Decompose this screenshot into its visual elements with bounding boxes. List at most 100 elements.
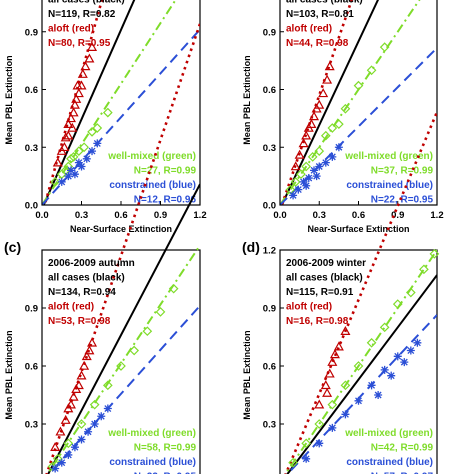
annotation-line: aloft (red)	[48, 24, 94, 35]
point-aloft	[76, 370, 87, 380]
annotation-line: N=80, R=0.95	[48, 38, 111, 49]
point-constrained	[57, 177, 66, 186]
point-aloft	[71, 93, 82, 103]
y-tick-label: 0.6	[263, 362, 276, 373]
x-tick-label: 0.0	[35, 210, 48, 221]
point-constrained	[328, 423, 337, 432]
fit-line-mixed	[42, 0, 177, 205]
point-aloft	[79, 360, 90, 370]
point-aloft	[318, 88, 329, 98]
point-aloft	[320, 380, 331, 390]
point-mixed	[340, 103, 351, 114]
point-constrained	[380, 365, 389, 374]
point-constrained	[354, 396, 363, 405]
point-mixed	[116, 361, 126, 371]
point-mixed	[405, 287, 416, 298]
point-mixed	[89, 399, 100, 410]
annotation-line: N=23, R=0.95	[134, 472, 197, 474]
y-axis-label: Mean PBL Extinction	[4, 330, 14, 419]
point-aloft	[290, 161, 301, 171]
point-mixed	[290, 177, 301, 187]
annotation-line: N=16, R=0.98	[286, 316, 349, 327]
point-constrained	[321, 158, 330, 167]
point-aloft	[324, 368, 335, 378]
point-constrained	[51, 464, 60, 473]
point-constrained	[77, 162, 86, 171]
point-constrained	[70, 443, 79, 452]
point-constrained	[88, 147, 97, 156]
x-tick-label: 0.0	[273, 210, 286, 221]
point-constrained	[90, 420, 99, 428]
point-constrained	[84, 427, 93, 436]
point-mixed	[288, 457, 298, 468]
point-aloft	[308, 111, 320, 121]
x-axis-label: Near-Surface Extinction	[307, 224, 409, 234]
point-aloft	[73, 380, 84, 390]
point-mixed	[379, 322, 390, 333]
point-aloft	[306, 118, 317, 128]
point-aloft	[311, 103, 322, 113]
point-mixed	[379, 42, 390, 52]
point-constrained	[294, 185, 303, 194]
panel-label: (c)	[4, 239, 21, 255]
point-mixed	[87, 127, 97, 137]
point-aloft	[298, 138, 309, 148]
annotation-line: N=37, R=0.99	[371, 166, 434, 177]
x-tick-label: 0.9	[154, 210, 167, 221]
point-aloft	[77, 68, 88, 78]
point-aloft	[87, 337, 98, 347]
point-constrained	[64, 172, 73, 181]
annotation-line: all cases (black)	[48, 0, 125, 6]
point-mixed	[92, 123, 103, 133]
point-aloft	[80, 61, 91, 71]
point-constrained	[289, 191, 298, 200]
point-constrained	[328, 152, 337, 161]
y-tick-label: 0.9	[25, 304, 38, 315]
point-mixed	[392, 299, 403, 309]
y-tick-label: 0.3	[25, 420, 38, 431]
point-mixed	[320, 130, 331, 141]
point-mixed	[63, 438, 74, 449]
point-mixed	[168, 283, 179, 294]
point-aloft	[63, 118, 74, 128]
point-mixed	[340, 380, 351, 391]
annotation-line: N=58, R=0.99	[134, 443, 197, 454]
point-aloft	[322, 74, 333, 84]
x-tick-label: 0.9	[391, 210, 404, 221]
point-mixed	[76, 419, 87, 429]
point-aloft	[84, 345, 95, 355]
annotation-line: well-mixed (green)	[107, 151, 196, 162]
annotation-line: N=119, R=0.82	[48, 9, 116, 20]
point-mixed	[429, 249, 440, 259]
panel-2: 0.0 0.3 0.6 0.9 0.0 0.3 0.6 0.9 1.2 Near-Surface …	[242, 0, 444, 234]
point-aloft	[327, 356, 338, 366]
point-aloft	[81, 351, 92, 361]
panel-3: 0.3 0.6 0.9 Mean PBL Extinction (c) 2006-2009…	[4, 23, 201, 474]
annotation-line: well-mixed (green)	[107, 428, 196, 439]
annotation-line: N=44, R=0.98	[286, 38, 349, 49]
point-aloft	[60, 132, 71, 142]
point-aloft	[71, 383, 82, 393]
annotation-line: constrained (blue)	[346, 180, 433, 191]
point-constrained	[393, 352, 402, 361]
point-constrained	[93, 139, 102, 148]
point-aloft	[63, 130, 74, 140]
point-mixed	[129, 345, 140, 356]
fit-line-aloft	[45, 23, 200, 474]
point-constrained	[312, 172, 321, 181]
point-constrained	[77, 435, 86, 444]
panel-title: 2006-2009 autumn	[48, 258, 135, 269]
point-mixed	[79, 142, 89, 153]
fit-line-all	[286, 274, 437, 474]
point-constrained	[70, 170, 79, 179]
point-constrained	[74, 158, 83, 167]
point-aloft	[72, 80, 83, 90]
point-aloft	[67, 122, 78, 132]
annotation-line: N=115, R=0.91	[286, 287, 354, 298]
point-mixed	[301, 161, 312, 172]
annotation-line: well-mixed (green)	[344, 151, 433, 162]
y-axis-label: Mean PBL Extinction	[242, 55, 252, 144]
point-aloft	[68, 391, 79, 401]
y-tick-label: 0.9	[263, 304, 276, 315]
